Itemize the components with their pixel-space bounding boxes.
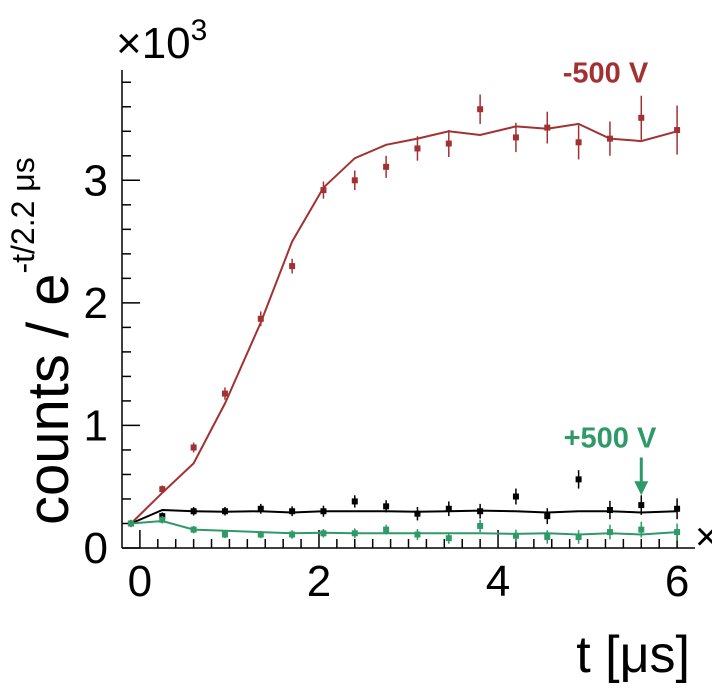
data-point xyxy=(674,127,681,134)
data-point xyxy=(606,507,613,514)
data-point xyxy=(638,114,645,121)
data-point xyxy=(638,502,645,509)
data-point xyxy=(674,529,681,536)
series-0v xyxy=(127,470,681,527)
data-point xyxy=(221,531,228,538)
y-multiplier-exponent: 3 xyxy=(191,14,208,47)
y-multiplier: ×103 xyxy=(116,14,207,68)
data-point xyxy=(159,486,166,493)
data-point xyxy=(575,533,582,540)
data-point xyxy=(190,526,197,533)
data-point xyxy=(221,390,228,397)
fit-line xyxy=(130,508,678,525)
axes: 0 1 2 3 0 2 4 6 xyxy=(84,70,695,606)
x-tick-label: 4 xyxy=(486,557,510,606)
x-tick-label: 2 xyxy=(307,557,331,606)
data-series xyxy=(127,94,681,544)
data-point xyxy=(414,145,421,152)
data-point xyxy=(383,526,390,533)
y-axis-label: counts / e-t/2.2 μs xyxy=(5,157,81,525)
data-point xyxy=(606,529,613,536)
data-point xyxy=(190,444,197,451)
data-point xyxy=(477,106,484,113)
svg-text:counts / e-t/2.2 μs: counts / e-t/2.2 μs xyxy=(5,157,81,525)
data-point xyxy=(544,533,551,540)
x-axis-label: t [μs] xyxy=(576,626,690,684)
data-point xyxy=(477,522,484,529)
data-point xyxy=(544,513,551,520)
data-point xyxy=(320,187,327,194)
data-point xyxy=(320,508,327,515)
data-point xyxy=(674,505,681,512)
x-tick-label: 6 xyxy=(665,557,689,606)
data-point xyxy=(289,263,296,270)
data-point xyxy=(320,530,327,537)
data-point xyxy=(445,140,452,147)
annotations: -500 V +500 V xyxy=(563,57,657,496)
y-tick-label: 3 xyxy=(84,156,108,205)
data-point xyxy=(190,508,197,515)
data-point xyxy=(414,510,421,517)
data-point xyxy=(351,177,358,184)
data-point xyxy=(127,520,134,527)
data-point xyxy=(606,135,613,142)
data-point xyxy=(351,530,358,537)
data-point xyxy=(575,139,582,146)
data-point xyxy=(289,531,296,538)
series-500v xyxy=(127,94,681,528)
annotation-arrow-head xyxy=(634,481,649,496)
data-point xyxy=(257,505,264,512)
data-point xyxy=(383,163,390,170)
data-point xyxy=(159,516,166,523)
data-point xyxy=(221,508,228,515)
data-point xyxy=(638,526,645,533)
y-axis-label-main: counts / e xyxy=(16,274,81,525)
data-point xyxy=(351,498,358,505)
series-annotation: +500 V xyxy=(564,422,657,454)
series-annotation: -500 V xyxy=(563,57,649,89)
fit-line xyxy=(130,519,678,536)
data-point xyxy=(512,134,519,141)
data-point xyxy=(445,505,452,512)
data-point xyxy=(512,532,519,539)
data-point xyxy=(257,315,264,322)
data-point xyxy=(445,535,452,542)
data-point xyxy=(575,476,582,483)
series-500v xyxy=(127,516,681,544)
data-point xyxy=(477,508,484,515)
y-axis-label-superscript: -t/2.2 μs xyxy=(5,157,41,273)
data-point xyxy=(257,531,264,538)
y-tick-label: 1 xyxy=(84,401,108,450)
x-overflow-mark: × xyxy=(695,515,712,559)
x-tick-label: 0 xyxy=(128,557,152,606)
data-point xyxy=(512,493,519,500)
data-point xyxy=(414,531,421,538)
fit-line xyxy=(130,122,678,525)
data-point xyxy=(544,124,551,131)
data-point xyxy=(383,503,390,510)
y-tick-label: 2 xyxy=(84,279,108,328)
y-tick-label: 0 xyxy=(84,524,108,573)
data-point xyxy=(289,508,296,515)
